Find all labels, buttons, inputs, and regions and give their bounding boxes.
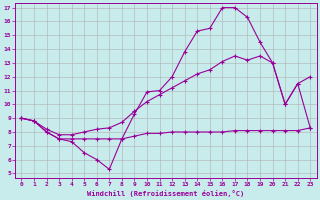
- X-axis label: Windchill (Refroidissement éolien,°C): Windchill (Refroidissement éolien,°C): [87, 190, 244, 197]
